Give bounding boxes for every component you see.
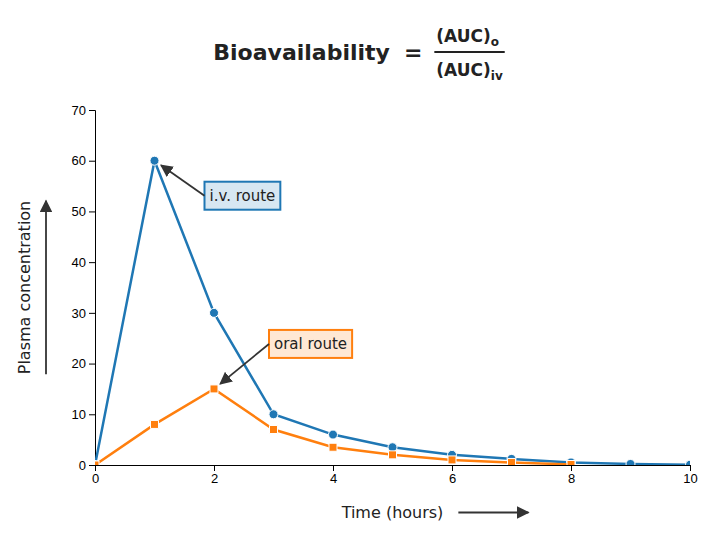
tick-label: 10 (72, 407, 86, 422)
chart-container: 0 2 4 6 8 10 0 10 20 30 40 50 60 70 i.v. route oral rou… (0, 0, 720, 540)
title: Bioavailability (213, 40, 390, 65)
axis-line (89, 111, 96, 466)
series-label-arrow (220, 344, 269, 384)
fraction-bar (434, 51, 504, 53)
series-label-text: oral route (274, 335, 347, 353)
tick-mark (89, 414, 95, 415)
chart-svg: 0 2 4 6 8 10 0 10 20 30 40 50 60 70 i.v. route oral rou… (0, 0, 720, 540)
data-point (270, 426, 278, 434)
data-point (269, 410, 278, 419)
tick-label: 30 (72, 306, 86, 321)
title-equals: = (404, 40, 422, 65)
data-point (150, 156, 159, 165)
x-axis-arrow (458, 512, 528, 514)
fraction-denominator: (AUC)iv (436, 60, 503, 83)
tick-label: 70 (72, 103, 86, 118)
data-point (567, 460, 575, 465)
fraction-numerator-main: (AUC) (436, 26, 490, 46)
tick: 20 (72, 356, 95, 371)
tick-mark (690, 465, 691, 471)
y-axis: 0 10 20 30 40 50 60 70 (72, 103, 96, 473)
tick-mark (571, 465, 572, 471)
tick: 8 (568, 465, 575, 486)
series-labels: i.v. route oral route (161, 165, 352, 384)
fraction-numerator-subscript: o (491, 35, 499, 49)
tick-mark (452, 465, 453, 471)
data-point (95, 461, 99, 465)
series-label-box (269, 330, 352, 358)
title-group: Bioavailability=(AUC)o(AUC)iv (213, 26, 504, 83)
tick: 2 (211, 465, 218, 486)
tick-label: 6 (449, 471, 456, 486)
tick: 50 (72, 204, 95, 219)
tick-mark (89, 211, 95, 212)
tick-label: 0 (79, 458, 86, 473)
axis-line (96, 466, 691, 472)
plot-area: 0 2 4 6 8 10 0 10 20 30 40 50 60 70 i.v. route oral rou… (72, 103, 698, 487)
data-point (210, 385, 218, 393)
tick-label: 20 (72, 356, 86, 371)
tick-mark (214, 465, 215, 471)
fraction-denominator-subscript: iv (491, 69, 503, 83)
tick: 10 (72, 407, 95, 422)
fraction-numerator: (AUC)o (436, 26, 499, 49)
tick-mark (89, 364, 95, 365)
tick: 30 (72, 306, 95, 321)
data-point (508, 458, 516, 465)
tick-label: 0 (92, 471, 99, 486)
data-point (95, 460, 100, 465)
tick: 0 (92, 465, 99, 486)
series-line (95, 161, 690, 465)
tick-label: 50 (72, 204, 86, 219)
tick-mark (89, 262, 95, 263)
tick-mark (89, 110, 95, 111)
data-point (685, 460, 690, 465)
tick-mark (333, 465, 334, 471)
data-point (389, 451, 397, 459)
tick-label: 2 (211, 471, 218, 486)
tick: 10 (683, 465, 697, 486)
tick-label: 60 (72, 153, 86, 168)
tick-label: 4 (330, 471, 337, 486)
data-point (329, 443, 337, 451)
fraction-denominator-main: (AUC) (436, 60, 490, 80)
tick: 70 (72, 103, 95, 118)
tick-label: 8 (568, 471, 575, 486)
tick-label: 40 (72, 255, 86, 270)
tick: 60 (72, 153, 95, 168)
x-axis: 0 2 4 6 8 10 (92, 465, 698, 486)
y-axis-label: Plasma concentration (15, 201, 34, 375)
tick: 0 (79, 458, 95, 473)
tick-mark (89, 465, 95, 466)
series-label-arrow (161, 165, 204, 195)
y-axis-arrow (45, 201, 47, 375)
data-point (209, 308, 218, 317)
tick: 4 (330, 465, 337, 486)
tick-mark (89, 161, 95, 162)
marks (95, 156, 690, 465)
tick-mark (89, 313, 95, 314)
data-point (626, 459, 635, 465)
tick-label: 10 (683, 471, 697, 486)
series-label: oral route (220, 330, 352, 384)
tick: 6 (449, 465, 456, 486)
data-point (328, 430, 337, 439)
series-label: i.v. route (161, 165, 280, 209)
tick: 40 (72, 255, 95, 270)
series-label-text: i.v. route (210, 187, 276, 205)
x-axis-label: Time (hours) (341, 503, 444, 522)
series-line (95, 389, 571, 465)
series-label-box (205, 182, 281, 210)
data-point (448, 456, 456, 464)
data-point (151, 420, 159, 428)
